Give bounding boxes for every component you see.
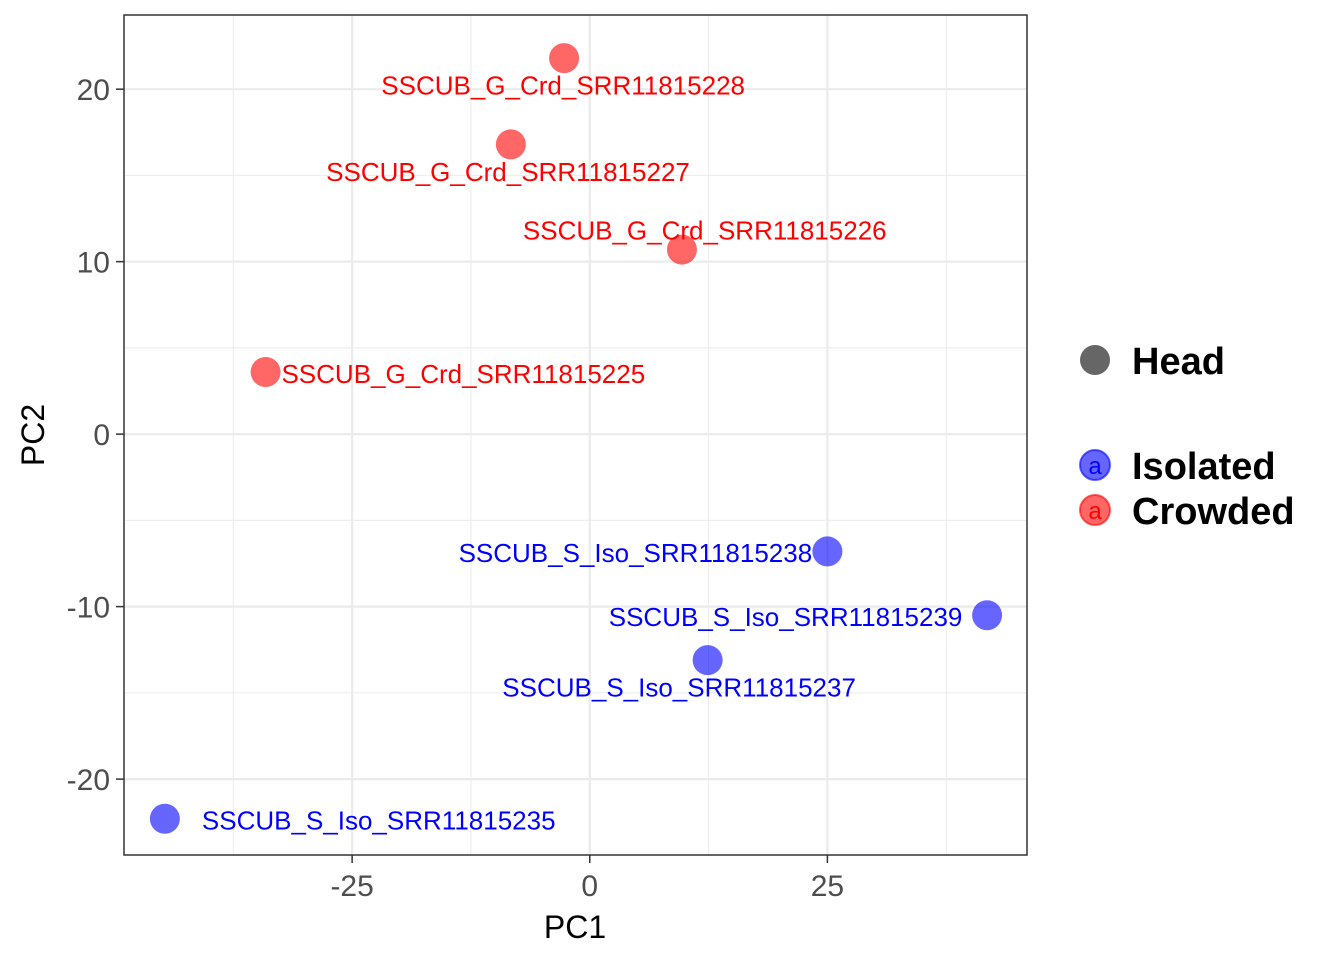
point-label-isolated: SSCUB_S_Iso_SRR11815235 xyxy=(202,806,556,836)
point-crowded xyxy=(250,357,281,388)
legend-key-glyph-isolated: a xyxy=(1088,453,1102,480)
point-labels: SSCUB_S_Iso_SRR11815238 SSCUB_S_Iso_SRR11… xyxy=(202,71,962,836)
plot-border xyxy=(123,14,1028,856)
y-axis: -20 -10 0 10 20 xyxy=(67,74,124,797)
y-tick-label: 20 xyxy=(77,74,110,107)
point-label-isolated: SSCUB_S_Iso_SRR11815238 xyxy=(459,538,813,568)
point-isolated xyxy=(149,803,180,834)
point-label-isolated: SSCUB_S_Iso_SRR11815239 xyxy=(609,602,963,632)
point-crowded xyxy=(666,234,697,265)
point-crowded xyxy=(495,129,526,160)
x-axis: -25 0 25 xyxy=(330,855,844,903)
legend-shape-label: Head xyxy=(1132,341,1225,383)
data-points xyxy=(149,43,1003,834)
x-tick-label: 0 xyxy=(581,870,598,903)
x-tick-label: 25 xyxy=(811,870,844,903)
point-label-crowded: SSCUB_G_Crd_SRR11815225 xyxy=(281,359,645,389)
legend-label-crowded: Crowded xyxy=(1132,491,1295,533)
legend: Head a Isolated a Crowded xyxy=(1079,341,1295,533)
grid-lines xyxy=(124,15,1027,855)
x-axis-label: PC1 xyxy=(544,909,606,945)
y-axis-label: PC2 xyxy=(15,404,51,466)
point-isolated xyxy=(692,645,723,676)
legend-key-crowded xyxy=(1079,494,1111,526)
point-label-crowded: SSCUB_G_Crd_SRR11815228 xyxy=(381,71,745,101)
y-tick-label: -20 xyxy=(67,764,110,797)
legend-key-glyph-crowded: a xyxy=(1088,498,1102,525)
point-isolated xyxy=(972,600,1003,631)
x-tick-label: -25 xyxy=(330,870,373,903)
y-tick-label: 10 xyxy=(77,247,110,280)
legend-key-isolated xyxy=(1079,449,1111,481)
point-label-crowded: SSCUB_G_Crd_SRR11815227 xyxy=(326,157,690,187)
y-tick-label: 0 xyxy=(93,419,110,452)
point-label-crowded: SSCUB_G_Crd_SRR11815226 xyxy=(523,216,887,246)
y-tick-label: -10 xyxy=(67,592,110,625)
legend-shape-key xyxy=(1080,345,1110,375)
legend-label-isolated: Isolated xyxy=(1132,446,1276,488)
point-isolated xyxy=(812,536,843,567)
point-label-isolated: SSCUB_S_Iso_SRR11815237 xyxy=(502,673,856,703)
point-crowded xyxy=(549,43,580,74)
